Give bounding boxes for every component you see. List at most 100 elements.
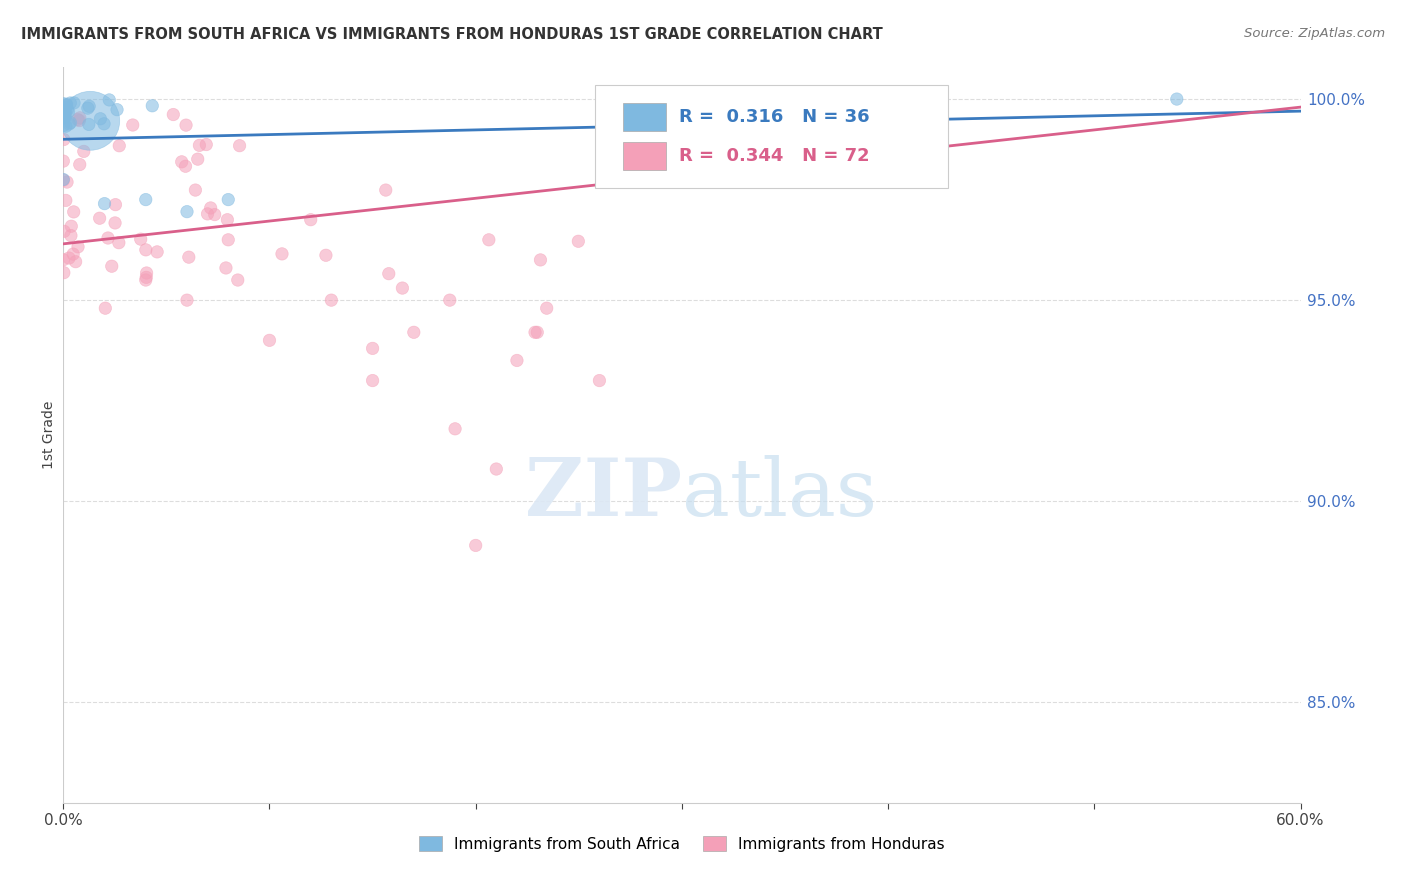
Point [52,96,75,111]
Point [200,201,222,215]
Point [402,326,425,340]
Point [529,252,551,267]
Point [52,119,75,133]
Point [524,326,547,340]
Point [478,233,501,247]
Point [52,132,75,146]
Point [146,244,169,259]
Bar [623,142,666,170]
Point [226,273,249,287]
Point [52,154,75,169]
Point [94,301,117,315]
Point [141,99,163,113]
Point [129,232,152,246]
Point [58,251,80,265]
Point [174,118,197,132]
Point [60,219,83,234]
Point [506,353,529,368]
Point [89,211,111,226]
Point [215,260,238,275]
Point [588,374,610,388]
Point [485,462,508,476]
Point [188,138,211,153]
Point [55,98,77,112]
Bar [623,103,666,131]
Point [52,110,75,124]
Point [79,113,101,128]
Y-axis label: 1st Grade: 1st Grade [42,401,56,469]
Point [53,110,76,124]
Point [105,103,128,117]
Point [52,107,75,121]
Point [135,193,157,207]
Point [65,254,87,268]
Point [69,157,91,171]
Point [52,252,75,267]
Point [271,247,294,261]
FancyBboxPatch shape [595,86,948,188]
Point [77,99,100,113]
Point [52,266,75,280]
Point [98,93,121,107]
Point [69,111,91,125]
Legend: Immigrants from South Africa, Immigrants from Honduras: Immigrants from South Africa, Immigrants… [413,830,950,858]
Text: R =  0.344   N = 72: R = 0.344 N = 72 [679,147,870,165]
Point [321,293,343,307]
Point [135,243,157,257]
Point [63,95,86,110]
Point [104,216,127,230]
Point [464,538,486,552]
Point [361,342,384,356]
Point [59,116,82,130]
Point [77,117,100,131]
Point [121,118,143,132]
Point [187,152,209,166]
Point [170,154,193,169]
Point [162,107,184,121]
Point [176,204,198,219]
Point [100,259,122,273]
Point [62,205,84,219]
Point [56,103,79,117]
Point [58,117,80,131]
Point [93,196,115,211]
Point [76,101,98,115]
Point [62,247,84,261]
Point [59,95,82,110]
Point [228,138,250,153]
Point [204,208,226,222]
Point [444,422,467,436]
Point [361,374,384,388]
Text: R =  0.316   N = 36: R = 0.316 N = 36 [679,108,870,126]
Point [378,267,401,281]
Point [108,138,131,153]
Point [217,193,239,207]
Point [55,97,77,112]
Point [56,175,79,189]
Point [55,119,77,133]
Point [177,250,200,264]
Point [439,293,461,307]
Point [217,212,239,227]
Point [197,207,219,221]
Point [55,103,77,118]
Point [391,281,413,295]
Point [73,145,96,159]
Point [315,248,337,262]
Point [217,233,239,247]
Point [97,231,120,245]
Point [93,117,115,131]
Point [526,326,548,340]
Point [108,235,131,250]
Point [195,137,218,152]
Text: Source: ZipAtlas.com: Source: ZipAtlas.com [1244,27,1385,40]
Point [135,273,157,287]
Point [174,159,197,173]
Point [55,194,77,208]
Point [58,104,80,119]
Point [661,153,683,167]
Point [89,112,111,126]
Point [53,100,76,114]
Point [135,266,157,280]
Point [835,132,858,146]
